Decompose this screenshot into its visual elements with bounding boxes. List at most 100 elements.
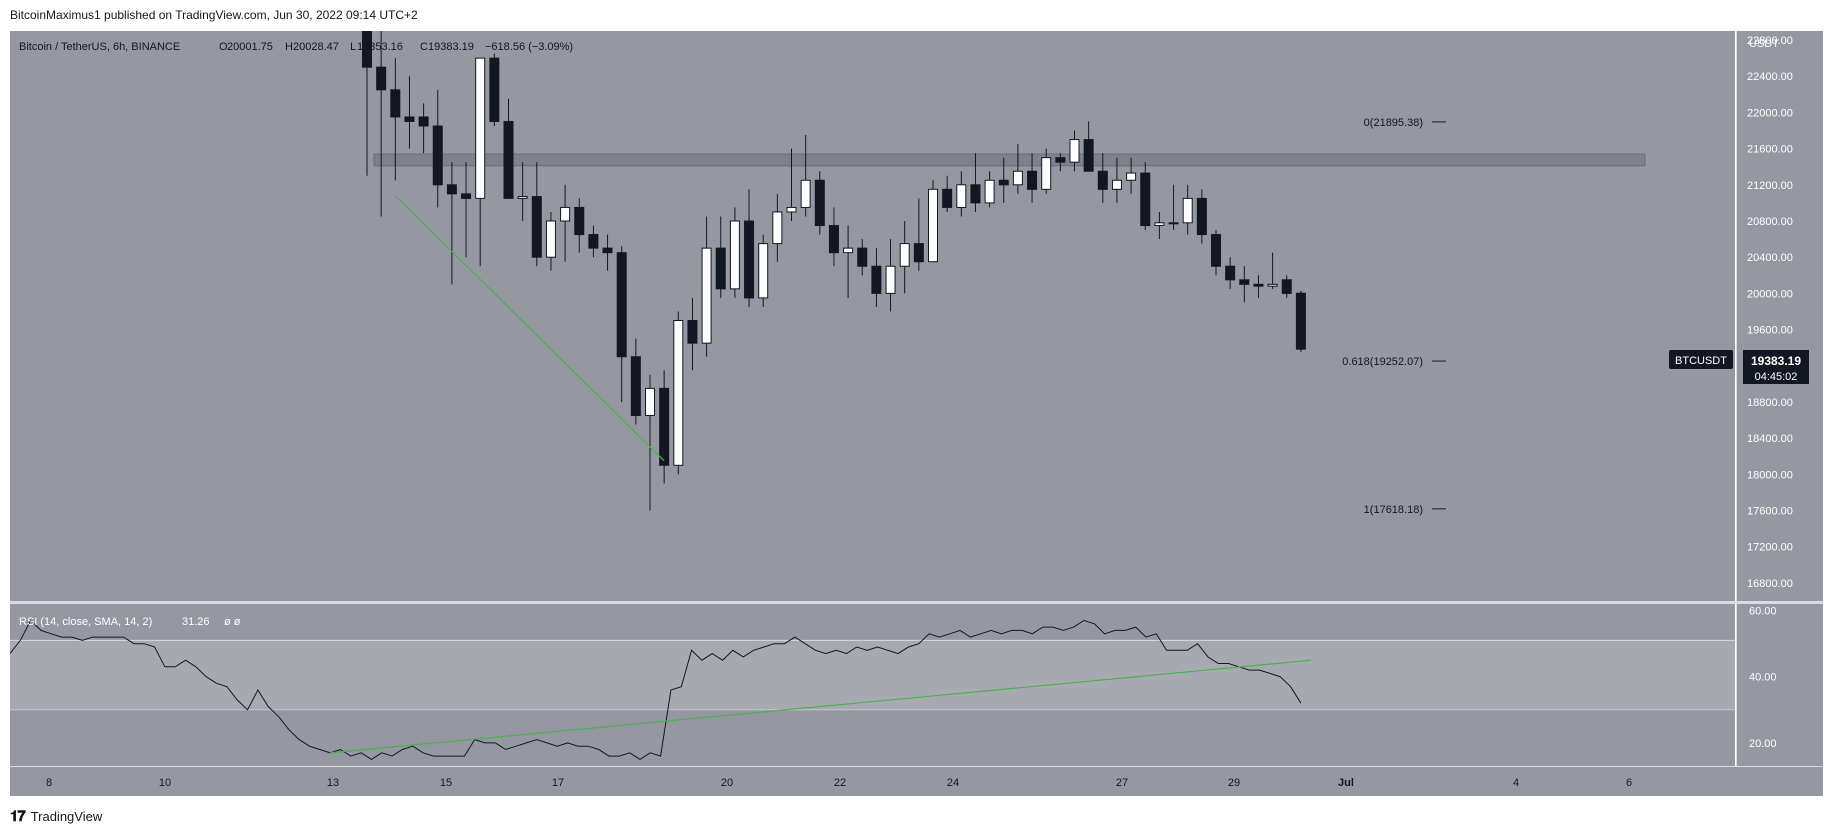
candle [1069,130,1080,172]
time-tick: 15 [440,777,452,789]
candle [446,162,457,285]
candle-body [1083,139,1094,172]
candle-body [574,206,585,236]
candle [404,76,415,149]
candle [913,198,924,271]
candle-body [970,184,981,204]
candle [1281,275,1292,298]
candle [475,57,486,267]
candle-body [432,125,443,186]
candle [772,193,783,262]
fib-levels: 0(21895.38) 0.618(19252.07) 1(17618.18) [1342,117,1446,516]
published-header: BitcoinMaximus1 published on TradingView… [10,8,418,22]
candle [1168,184,1179,231]
candle-body [1097,170,1108,190]
candle [984,171,995,208]
candle-body [998,179,1009,186]
candle-body [1267,283,1278,287]
candle [376,31,387,217]
time-tick: 10 [159,777,171,789]
candle-body [942,188,953,208]
candle [1182,184,1193,235]
tradingview-logo[interactable]: 𝟏𝟕 TradingView [10,808,102,825]
candle-body [1111,179,1122,190]
time-tick: 24 [947,777,959,789]
candle-body [1239,279,1250,285]
candle-body [1281,279,1292,294]
candle [687,297,698,371]
candle-body [531,196,542,258]
rsi-line [10,619,1302,760]
price-tick: 22800.00 [1747,35,1793,47]
rsi-legend-extra: ø ø [224,616,241,628]
candle-body [928,188,938,263]
legend-high: 20028.47 [293,41,339,53]
fib-label: 1(17618.18) [1364,504,1423,516]
candle [432,89,443,208]
candle [1083,121,1094,172]
candle [843,225,854,298]
candle [885,239,896,312]
candle [461,162,472,258]
rsi-band [10,640,1735,710]
candle [942,175,953,212]
last-price-text: 19383.19 [1751,354,1801,368]
candle-body [1069,139,1080,163]
candle-body [645,387,655,417]
candle-body [800,179,811,208]
symbol-badge [1669,350,1733,369]
candle [645,374,655,511]
candle [729,207,740,298]
candle [1239,266,1250,303]
candle-body [1196,197,1207,236]
candle-body [418,116,429,127]
candle [814,171,825,235]
candle-body [602,247,613,254]
candle [616,246,627,402]
price-legend: Bitcoin / TetherUS, 6h, BINANCE O 20001.… [19,41,573,53]
price-tick: 17600.00 [1747,506,1793,518]
candle-body [772,211,783,245]
candles [362,31,1306,511]
legend-low: 19353.16 [357,41,403,53]
candle-body [390,89,401,118]
rsi-legend-label: RSI (14, close, SMA, 14, 2) [19,616,152,628]
candle [1111,157,1122,203]
candle-body [475,57,486,199]
candle [588,225,599,258]
price-scale[interactable] [1737,31,1823,766]
candle [744,189,755,307]
price-tick: 18800.00 [1747,397,1793,409]
legend-l-label: L [350,41,356,53]
candle [1055,153,1066,172]
candle [701,216,712,357]
candle [715,216,726,298]
price-pane[interactable] [10,31,1735,601]
candle-body [1295,292,1306,350]
candle-body [545,220,556,258]
candle [786,148,797,221]
candle [390,58,401,181]
candle-body [828,225,839,254]
candle-body [984,179,995,204]
candle-body [814,179,825,227]
candle [998,157,1009,203]
rsi-legend: RSI (14, close, SMA, 14, 2) 31.26 ø ø [19,616,241,628]
time-tick: 6 [1626,777,1632,789]
time-axis[interactable] [10,766,1823,796]
candle-body [913,243,924,263]
candle-body [376,66,387,91]
rsi-legend-value: 31.26 [182,616,210,628]
time-tick: 22 [834,777,846,789]
price-tick: 17200.00 [1747,542,1793,554]
descending-trendline [394,195,665,462]
candle [545,211,556,271]
price-tick: 21200.00 [1747,180,1793,192]
time-tick: 17 [552,777,564,789]
candle [857,239,868,276]
candle-body [899,243,910,267]
fib-label: 0(21895.38) [1364,117,1423,129]
candle-body [1168,222,1179,225]
candle [503,98,514,199]
